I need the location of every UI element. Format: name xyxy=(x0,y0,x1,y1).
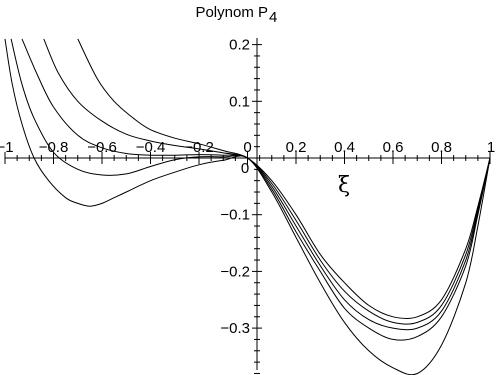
x-tick-label: −0.4 xyxy=(136,139,166,156)
x-tick-label: 0.8 xyxy=(431,139,452,156)
y-tick-label: −0.2 xyxy=(220,263,250,280)
y-tick-label: −0.1 xyxy=(220,207,250,224)
series-line-2 xyxy=(43,38,491,325)
x-tick-label: −1 xyxy=(0,139,14,156)
tick-labels: −1 −0.8 −0.6 −0.4 −0.2 0 0.2 0.4 0.6 0.8 1 0.2 0.1 −0… xyxy=(0,37,495,338)
y-tick-label: 0.1 xyxy=(229,93,250,110)
x-tick-label: −0.2 xyxy=(184,139,214,156)
curves xyxy=(4,38,491,375)
ticks xyxy=(4,44,491,374)
series-line-3 xyxy=(21,38,491,331)
x-tick-label: 0.2 xyxy=(286,139,307,156)
chart-title: Polynom P xyxy=(195,4,268,21)
series-line-5 xyxy=(4,38,491,375)
x-tick-label: 0.6 xyxy=(383,139,404,156)
series-line-4 xyxy=(10,38,491,341)
origin-label: 0 xyxy=(241,160,249,177)
y-tick-label: −0.3 xyxy=(220,320,250,337)
x-tick-label: −0.6 xyxy=(87,139,117,156)
x-tick-label: −0.8 xyxy=(39,139,69,156)
x-tick-label: 1 xyxy=(487,139,495,156)
x-axis-label: ξ xyxy=(338,173,350,198)
x-tick-label: 0 xyxy=(243,139,251,156)
chart-title-subscript: 4 xyxy=(269,9,277,26)
y-tick-label: 0.2 xyxy=(229,37,250,54)
series-line-1 xyxy=(77,38,491,320)
x-tick-label: 0.4 xyxy=(334,139,355,156)
